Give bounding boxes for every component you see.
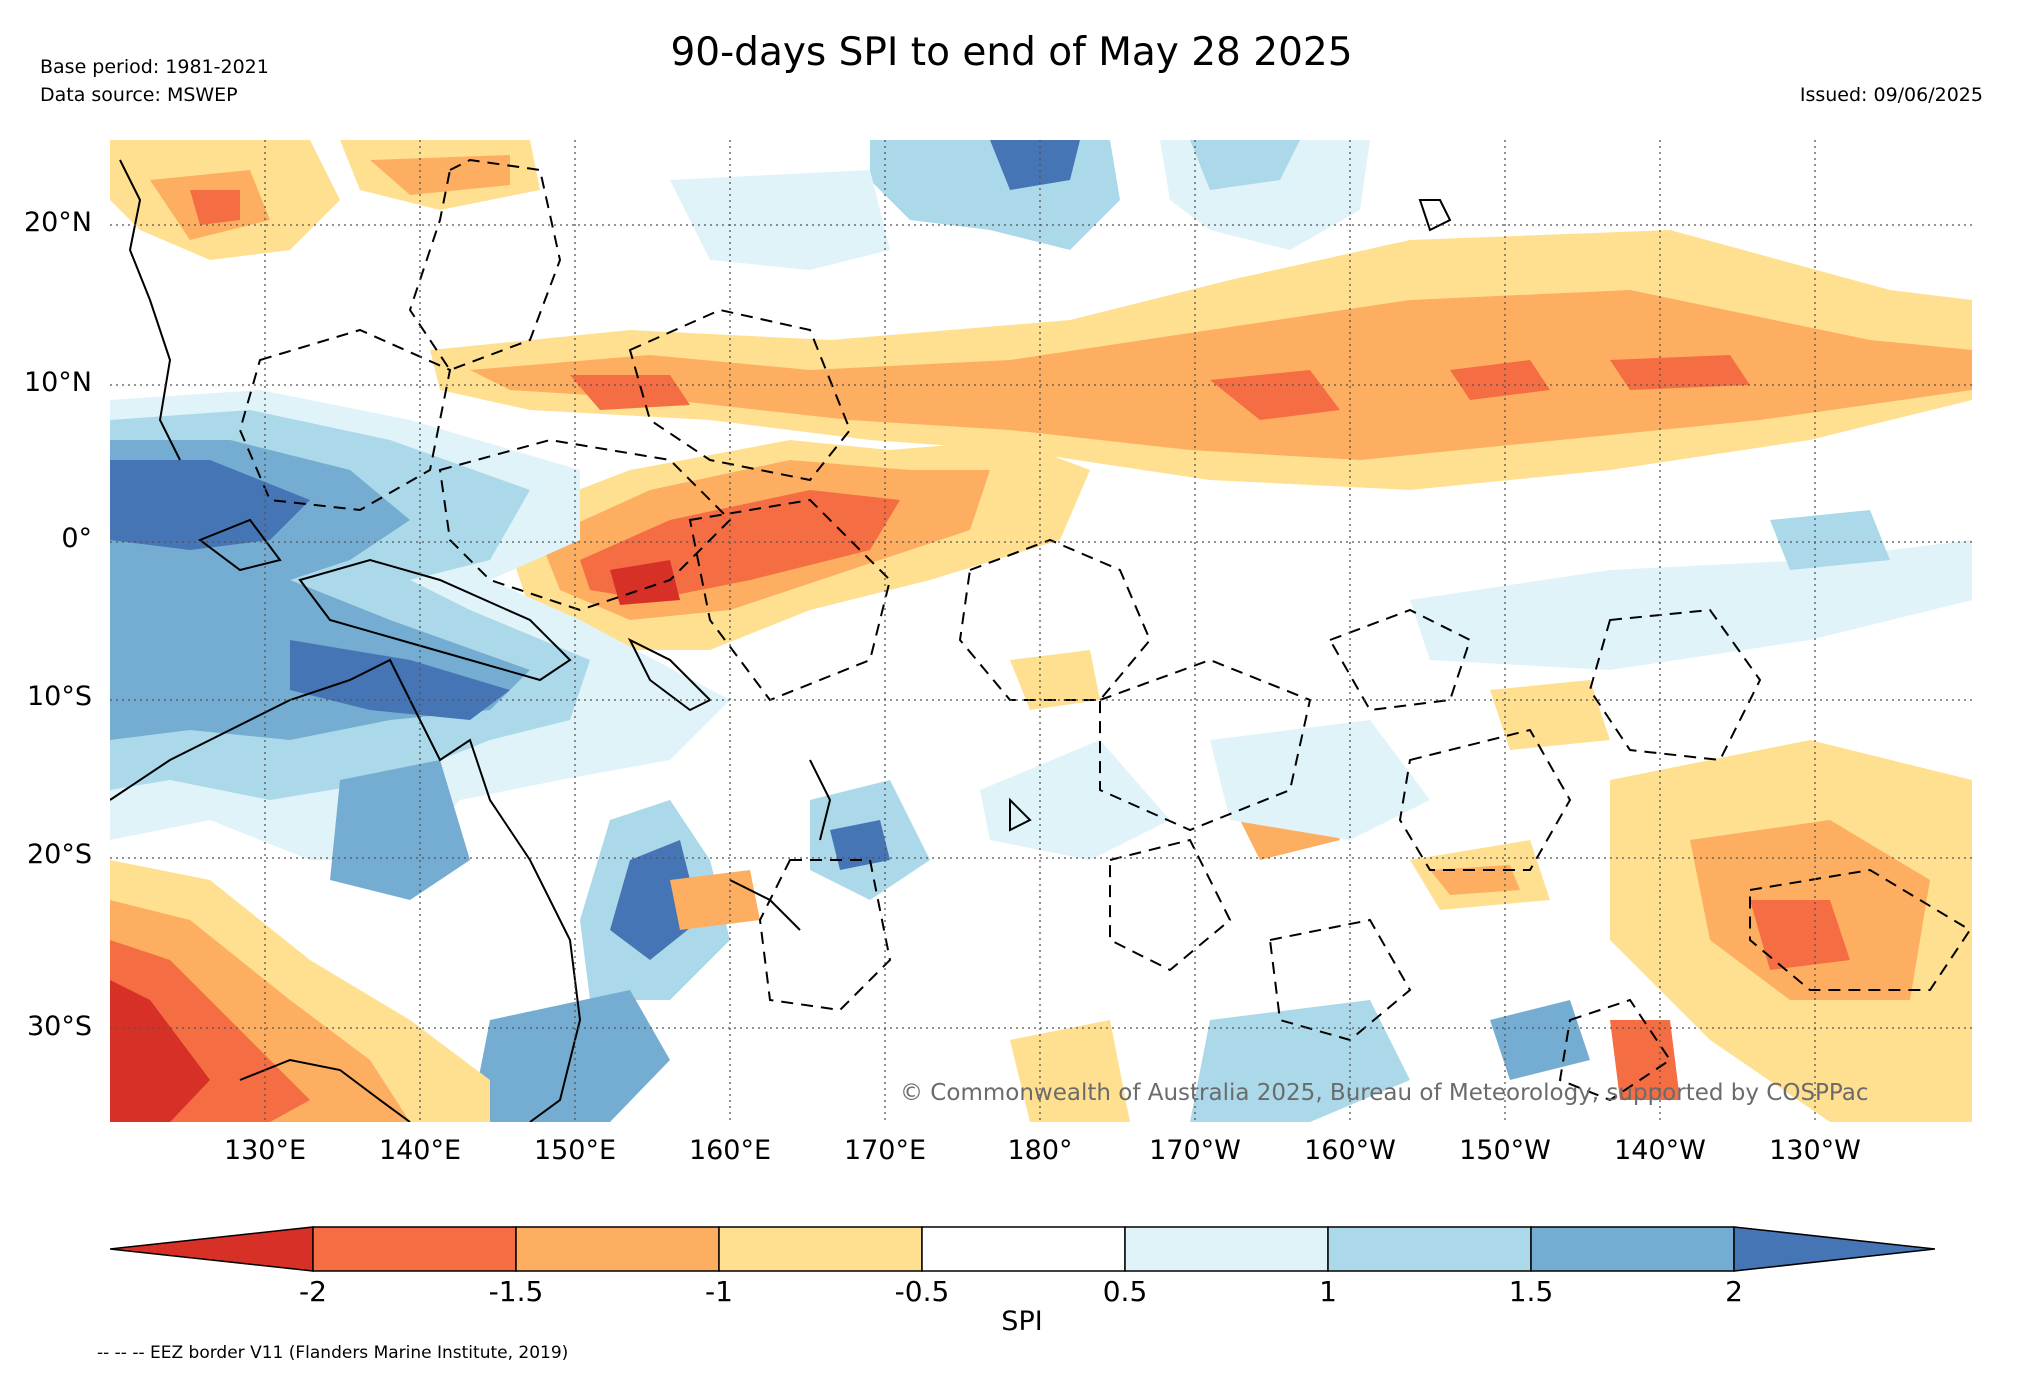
- lon-label-170e: 170°E: [843, 1135, 927, 1166]
- wet-anomaly-east: [1210, 510, 1972, 840]
- lon-label-140e: 140°E: [378, 1135, 462, 1166]
- copyright-notice: © Commonwealth of Australia 2025, Bureau…: [900, 1080, 1869, 1106]
- colorbar-tick-5: 1: [1319, 1275, 1337, 1308]
- lon-label-170w: 170°W: [1149, 1135, 1241, 1166]
- colorbar-swatch-0: [110, 1226, 314, 1272]
- lat-label-equator: 0°: [61, 523, 92, 554]
- colorbar-tick-1: -1.5: [488, 1275, 544, 1308]
- wet-anomaly-north: [670, 140, 1370, 270]
- colorbar-tick-0: -2: [299, 1275, 327, 1308]
- colorbar-swatch-8: [1733, 1226, 1935, 1272]
- lat-label-10s: 10°S: [27, 681, 92, 712]
- spi-map: [110, 140, 1972, 1122]
- spi-map-canvas: [110, 140, 1972, 1122]
- dry-anomaly-south: [110, 680, 1972, 1122]
- dry-anomaly-equatorial: [500, 440, 1100, 710]
- colorbar-swatch-2: [515, 1226, 720, 1272]
- lon-label-150w: 150°W: [1459, 1135, 1551, 1166]
- colorbar-tick-7: 2: [1725, 1275, 1743, 1308]
- colorbar-swatch-4: [921, 1226, 1126, 1272]
- data-source: Data source: MSWEP: [40, 84, 238, 106]
- colorbar-swatch-1: [312, 1226, 517, 1272]
- colorbar-tick-4: 0.5: [1102, 1275, 1148, 1308]
- lat-label-10n: 10°N: [23, 367, 92, 398]
- eez-legend-note: -- -- -- EEZ border V11 (Flanders Marine…: [97, 1343, 569, 1363]
- lat-label-20n: 20°N: [23, 207, 92, 238]
- colorbar-swatch-7: [1530, 1226, 1735, 1272]
- lon-label-160w: 160°W: [1304, 1135, 1396, 1166]
- lon-label-150e: 150°E: [533, 1135, 617, 1166]
- colorbar-swatch-6: [1327, 1226, 1532, 1272]
- coastlines: [110, 159, 1452, 1122]
- lon-label-140w: 140°W: [1614, 1135, 1706, 1166]
- lon-label-160e: 160°E: [688, 1135, 772, 1166]
- colorbar-tick-6: 1.5: [1508, 1275, 1554, 1308]
- colorbar-swatch-3: [718, 1226, 923, 1272]
- colorbar: [110, 1226, 1935, 1272]
- lon-label-130w: 130°W: [1769, 1135, 1861, 1166]
- base-period: Base period: 1981-2021: [40, 56, 269, 78]
- issued-date: Issued: 09/06/2025: [1799, 84, 1983, 106]
- lon-label-130e: 130°E: [223, 1135, 307, 1166]
- colorbar-label: SPI: [1001, 1306, 1043, 1337]
- colorbar-swatch-5: [1124, 1226, 1329, 1272]
- lon-label-180: 180°: [1007, 1135, 1073, 1166]
- lat-label-30s: 30°S: [27, 1011, 92, 1042]
- map-title: 90-days SPI to end of May 28 2025: [670, 30, 1353, 75]
- lat-label-20s: 20°S: [27, 839, 92, 870]
- wet-anomaly-tasman: [470, 740, 1590, 1122]
- colorbar-tick-2: -1: [705, 1275, 733, 1308]
- graticule: [110, 140, 1972, 1122]
- eez-borders: [238, 158, 1972, 1102]
- colorbar-tick-3: -0.5: [894, 1275, 950, 1308]
